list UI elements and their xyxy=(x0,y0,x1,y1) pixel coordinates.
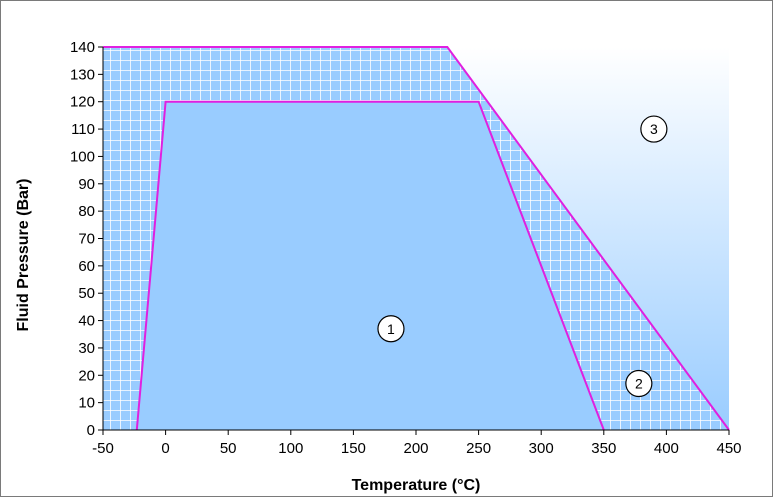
x-tick-label: 400 xyxy=(654,440,679,457)
zone-1-area xyxy=(136,101,604,430)
y-tick-label: 130 xyxy=(70,66,95,83)
y-tick-label: 110 xyxy=(71,121,95,138)
x-tick-label: 150 xyxy=(341,440,366,457)
y-tick-label: 90 xyxy=(78,176,95,193)
y-tick-label: 100 xyxy=(70,148,95,165)
zone-1-marker xyxy=(377,315,405,343)
y-tick-label: 40 xyxy=(78,313,95,330)
x-tick-label: 350 xyxy=(591,440,616,457)
zone-3-label: 3 xyxy=(650,121,658,137)
zone-1-label: 1 xyxy=(387,321,395,337)
zone-2-marker xyxy=(625,369,653,398)
x-tick-label: 250 xyxy=(466,440,491,457)
y-tick-label: 80 xyxy=(78,203,95,220)
x-tick-label: 50 xyxy=(220,440,237,457)
y-tick-label: 10 xyxy=(78,395,95,412)
x-tick-label: -50 xyxy=(92,440,114,457)
x-tick-label: 450 xyxy=(716,440,741,457)
y-tick-label: 0 xyxy=(87,422,95,439)
x-axis-label: Temperature (°C) xyxy=(352,477,481,494)
y-tick-label: 70 xyxy=(78,231,95,248)
zone-3-marker xyxy=(640,115,668,143)
y-tick-label: 140 xyxy=(70,39,95,56)
x-tick-label: 0 xyxy=(161,440,169,457)
zone-2-boundary xyxy=(103,46,730,431)
y-tick-label: 50 xyxy=(78,285,95,302)
y-axis-label: Fluid Pressure (Bar) xyxy=(15,179,32,332)
x-tick-label: 300 xyxy=(529,440,554,457)
x-tick-label: 200 xyxy=(403,440,428,457)
zone-2-label: 2 xyxy=(635,375,643,391)
y-tick-label: 30 xyxy=(78,340,95,357)
y-tick-label: 120 xyxy=(70,94,95,111)
x-tick-label: 100 xyxy=(278,440,303,457)
y-tick-label: 20 xyxy=(78,367,95,384)
zone-1-boundary xyxy=(135,100,605,431)
y-tick-label: 60 xyxy=(78,258,95,275)
